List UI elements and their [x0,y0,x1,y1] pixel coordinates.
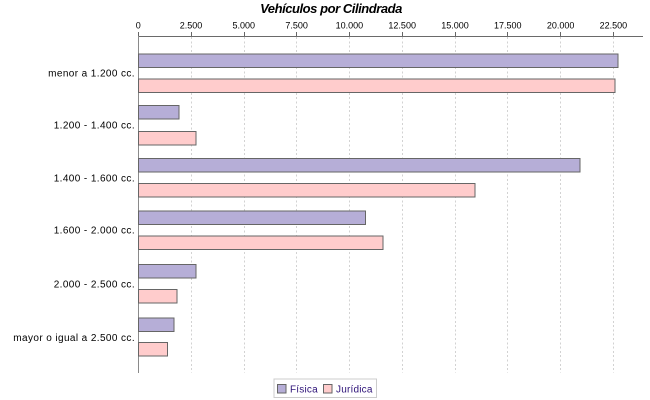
svg-text:Vehículos por Cilindrada: Vehículos por Cilindrada [260,1,402,16]
svg-text:7.500: 7.500 [285,21,308,31]
svg-text:22.500: 22.500 [600,21,628,31]
svg-text:17.500: 17.500 [494,21,522,31]
svg-text:2.000 - 2.500 cc.: 2.000 - 2.500 cc. [54,279,135,290]
svg-text:1.600 - 2.000 cc.: 1.600 - 2.000 cc. [54,226,135,237]
svg-text:mayor o igual a 2.500 cc.: mayor o igual a 2.500 cc. [13,333,135,344]
svg-text:2.500: 2.500 [180,21,203,31]
svg-text:1.200 - 1.400 cc.: 1.200 - 1.400 cc. [54,121,135,132]
svg-text:12.500: 12.500 [388,21,416,31]
svg-text:Física: Física [290,385,318,396]
svg-text:1.400 - 1.600 cc.: 1.400 - 1.600 cc. [54,173,135,184]
svg-text:0: 0 [136,21,141,31]
svg-text:20.000: 20.000 [547,21,575,31]
svg-text:menor a 1.200 cc.: menor a 1.200 cc. [48,69,135,80]
svg-text:5.000: 5.000 [233,21,256,31]
svg-text:Jurídica: Jurídica [336,385,373,396]
svg-text:15.000: 15.000 [441,21,469,31]
svg-text:10.000: 10.000 [336,21,364,31]
